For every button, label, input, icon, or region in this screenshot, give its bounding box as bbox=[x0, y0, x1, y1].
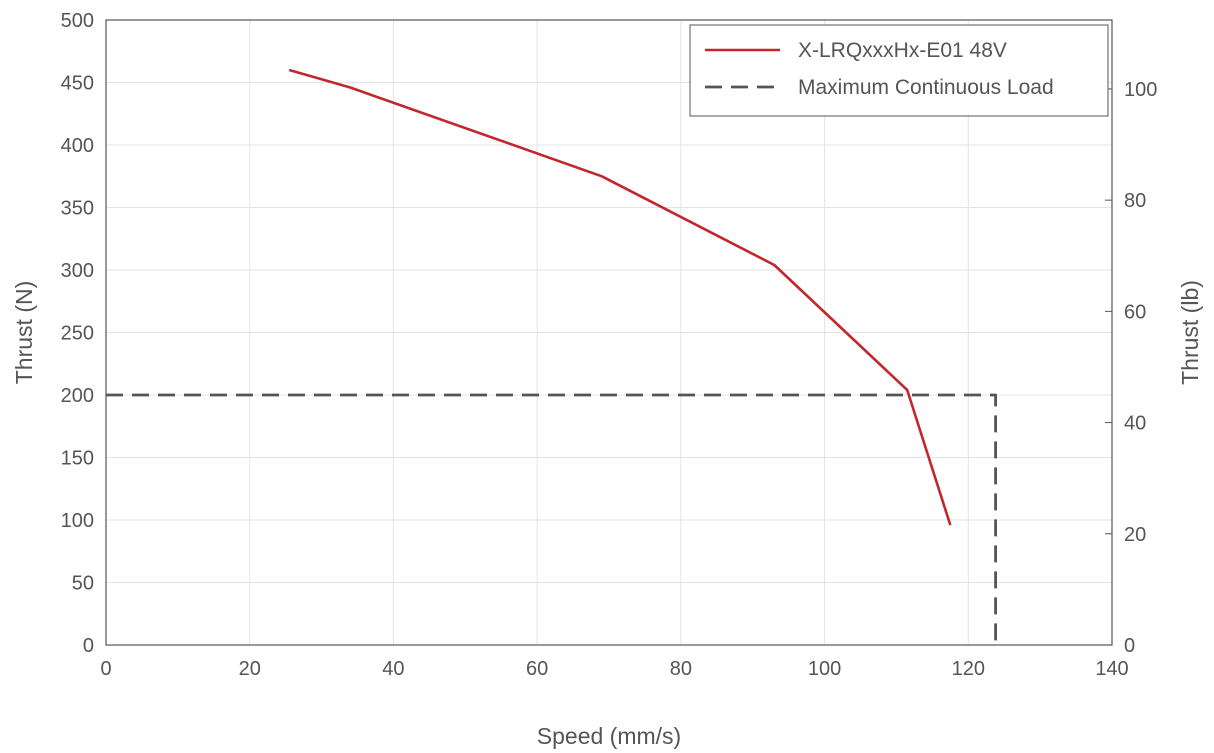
y-tick-label: 250 bbox=[61, 323, 94, 345]
y2-axis-label: Thrust (lb) bbox=[1177, 280, 1203, 385]
y2-tick-label: 0 bbox=[1124, 635, 1135, 657]
y-tick-label: 50 bbox=[72, 573, 94, 595]
x-tick-label: 20 bbox=[239, 658, 261, 680]
y-tick-label: 100 bbox=[61, 510, 94, 532]
y2-tick-label: 40 bbox=[1124, 413, 1146, 435]
y-tick-label: 0 bbox=[83, 635, 94, 657]
x-axis-label: Speed (mm/s) bbox=[537, 723, 681, 749]
legend-label: Maximum Continuous Load bbox=[798, 76, 1054, 99]
y2-tick-label: 60 bbox=[1124, 301, 1146, 323]
y-tick-label: 300 bbox=[61, 260, 94, 282]
x-tick-label: 140 bbox=[1095, 658, 1128, 680]
tick-layer: 0 20 40 60 80 100 120 1400501001502002503003504… bbox=[61, 10, 1158, 680]
legend-label: X-LRQxxxHx-E01 48V bbox=[798, 39, 1007, 62]
y2-tick-label: 20 bbox=[1124, 524, 1146, 546]
x-tick-label: 40 bbox=[382, 658, 404, 680]
max-continuous-load-line bbox=[106, 393, 997, 645]
y-axis-label: Thrust (N) bbox=[11, 281, 37, 385]
y-tick-label: 350 bbox=[61, 198, 94, 220]
y-tick-label: 400 bbox=[61, 135, 94, 157]
y-tick-label: 450 bbox=[61, 73, 94, 95]
y2-tick-label: 80 bbox=[1124, 190, 1146, 212]
x-tick-label: 0 bbox=[100, 658, 111, 680]
thrust-curve-line bbox=[288, 68, 952, 526]
legend-box bbox=[689, 24, 1109, 117]
legend: X-LRQxxxHx-E01 48V Maximum Continuous Loa… bbox=[689, 24, 1109, 117]
y-tick-label: 150 bbox=[61, 448, 94, 470]
y-tick-label: 500 bbox=[61, 10, 94, 32]
x-tick-label: 80 bbox=[670, 658, 692, 680]
x-tick-label: 120 bbox=[952, 658, 985, 680]
x-tick-label: 100 bbox=[808, 658, 841, 680]
plot-frame bbox=[105, 19, 1113, 646]
series-layer bbox=[106, 68, 997, 645]
y2-tick-label: 100 bbox=[1124, 79, 1157, 101]
x-tick-label: 60 bbox=[526, 658, 548, 680]
y-tick-label: 200 bbox=[61, 385, 94, 407]
